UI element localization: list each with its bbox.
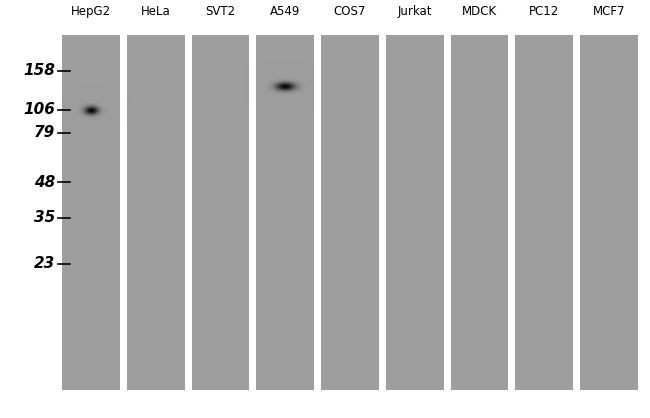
Bar [580,35,638,390]
Text: HepG2: HepG2 [71,5,111,18]
Bar [321,35,379,390]
Text: 158: 158 [23,63,55,78]
Bar [386,35,444,390]
Text: A549: A549 [270,5,300,18]
Text: MDCK: MDCK [462,5,497,18]
Text: COS7: COS7 [334,5,366,18]
Text: HeLa: HeLa [141,5,170,18]
Bar [62,35,120,390]
Text: PC12: PC12 [529,5,560,18]
Text: 23: 23 [34,257,55,271]
Bar [515,35,573,390]
Text: 35: 35 [34,210,55,225]
Bar [256,35,314,390]
Text: Jurkat: Jurkat [398,5,432,18]
Bar [450,35,508,390]
Text: 48: 48 [34,175,55,190]
Text: SVT2: SVT2 [205,5,235,18]
Text: MCF7: MCF7 [593,5,625,18]
Text: 106: 106 [23,102,55,117]
Bar [127,35,185,390]
Bar [192,35,250,390]
Text: 79: 79 [34,125,55,140]
